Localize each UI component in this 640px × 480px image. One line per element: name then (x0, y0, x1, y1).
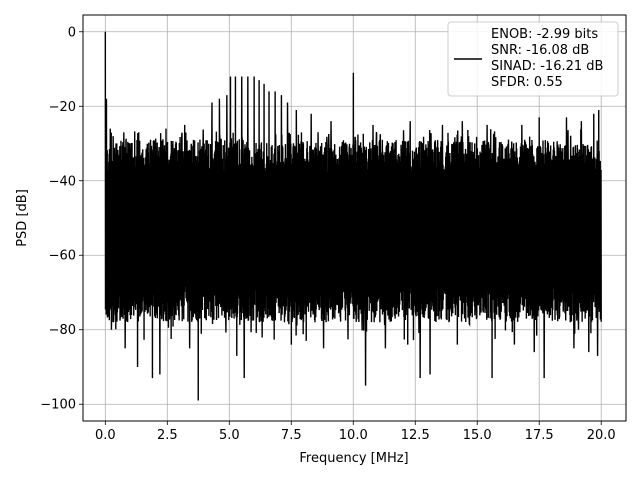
x-tick-label: 7.5 (281, 428, 302, 443)
plot-frame (82, 14, 627, 422)
legend-box (447, 21, 619, 97)
x-axis-label: Frequency [MHz] (299, 451, 408, 466)
legend-line-text: SFDR: 0.55 (491, 75, 563, 90)
x-axis: 0.0 2.5 5.0 7.5 10.0 12.5 15.0 17.5 20.0 (95, 421, 616, 443)
y-tick-label: −80 (49, 323, 76, 338)
x-tick-label: 0.0 (95, 428, 116, 443)
x-tick-label: 10.0 (339, 428, 368, 443)
x-tick-label: 5.0 (219, 428, 240, 443)
series-group (104, 31, 602, 401)
y-axis-label: PSD [dB] (15, 189, 30, 247)
x-tick-label: 20.0 (587, 428, 616, 443)
y-tick-label: −20 (49, 100, 76, 115)
y-tick-label: −100 (40, 398, 76, 413)
x-tick-label: 12.5 (401, 428, 430, 443)
x-tick-label: 15.0 (463, 428, 492, 443)
psd-series-line (104, 31, 602, 401)
x-tick-label: 17.5 (525, 428, 554, 443)
legend-line-text: ENOB: -2.99 bits (491, 27, 598, 42)
legend: ENOB: -2.99 bits SNR: -16.08 dB SINAD: -16… (447, 21, 619, 97)
y-axis: 0 −20 −40 −60 −80 −100 (40, 25, 83, 413)
legend-label: ENOB: -2.99 bits SNR: -16.08 dB SINAD: -16… (491, 27, 603, 90)
legend-line-text: SNR: -16.08 dB (491, 43, 589, 58)
x-tick-label: 2.5 (157, 428, 178, 443)
legend-line-text: SINAD: -16.21 dB (491, 59, 603, 74)
y-tick-label: −60 (49, 249, 76, 264)
y-tick-label: 0 (68, 25, 76, 40)
y-tick-label: −40 (49, 174, 76, 189)
